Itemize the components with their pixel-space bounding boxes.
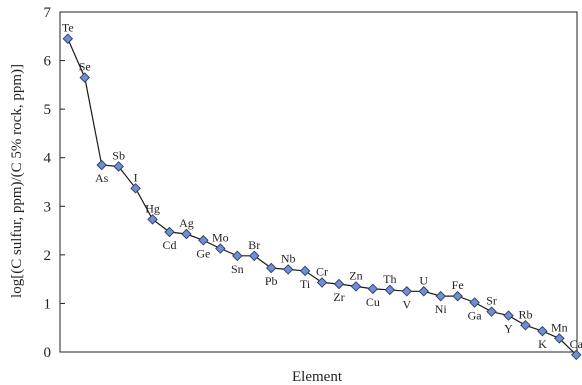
point-label-te: Te	[62, 21, 74, 35]
data-point-te	[62, 33, 74, 44]
data-point-v	[401, 286, 413, 297]
point-label-sr: Sr	[486, 294, 497, 308]
data-point-ga	[469, 297, 480, 308]
series-line	[67, 38, 577, 356]
point-label-pb: Pb	[265, 274, 278, 288]
point-label-ti: Ti	[300, 277, 311, 291]
data-point-k	[537, 325, 548, 337]
y-tick-label: 5	[44, 102, 52, 118]
point-label-ge: Ge	[196, 246, 210, 260]
point-label-br: Br	[248, 238, 260, 252]
data-point-sn	[232, 250, 243, 262]
point-label-cd: Cd	[162, 238, 176, 252]
point-label-cr: Cr	[316, 265, 328, 279]
y-axis-title: log[(C sulfur, ppm)/(C 5% rock, ppm)]	[9, 64, 25, 298]
data-point-ni	[435, 290, 446, 302]
data-point-hg	[147, 214, 158, 225]
point-label-rb: Rb	[518, 307, 532, 321]
point-label-u: U	[419, 273, 428, 287]
y-tick-label: 4	[44, 151, 52, 167]
data-point-as	[96, 159, 107, 171]
plot-frame	[59, 11, 578, 353]
data-point-zn	[350, 281, 362, 292]
data-point-fe	[452, 290, 463, 302]
x-axis-title: Element	[292, 369, 343, 385]
y-tick-label: 1	[44, 296, 52, 312]
data-point-sr	[486, 306, 497, 317]
data-point-br	[249, 250, 260, 262]
data-point-ca	[571, 349, 582, 361]
point-label-th: Th	[383, 272, 396, 286]
data-point-cd	[164, 226, 175, 238]
point-label-ca: Ca	[570, 337, 582, 351]
point-label-ag: Ag	[179, 216, 194, 230]
data-point-mn	[554, 333, 565, 344]
y-tick-label: 2	[44, 248, 52, 264]
data-point-cu	[367, 283, 379, 295]
point-label-mn: Mn	[551, 320, 568, 334]
data-point-mo	[215, 243, 226, 254]
point-label-zn: Zn	[349, 268, 362, 282]
data-point-y	[503, 310, 514, 321]
data-point-zr	[333, 278, 345, 290]
point-label-y: Y	[504, 322, 513, 336]
point-label-fe: Fe	[452, 278, 464, 292]
point-label-ni: Ni	[435, 302, 448, 316]
data-point-ag	[181, 228, 192, 240]
y-tick-label: 0	[44, 345, 52, 361]
data-point-rb	[520, 320, 531, 331]
data-point-i	[130, 183, 141, 194]
data-point-cr	[316, 277, 328, 288]
data-point-sb	[113, 161, 124, 172]
data-point-th	[384, 284, 396, 296]
point-label-nb: Nb	[281, 251, 296, 265]
point-label-i: I	[134, 170, 138, 184]
data-point-se	[79, 72, 90, 83]
y-tick-label: 7	[44, 5, 52, 21]
point-label-cu: Cu	[366, 295, 380, 309]
data-point-u	[418, 286, 429, 297]
point-label-v: V	[402, 297, 411, 311]
point-label-sb: Sb	[112, 148, 125, 162]
point-label-zr: Zr	[333, 290, 344, 304]
point-label-as: As	[95, 171, 109, 185]
data-point-ti	[299, 265, 311, 277]
point-label-k: K	[538, 337, 547, 351]
point-label-sn: Sn	[231, 262, 244, 276]
data-point-ge	[198, 235, 209, 246]
point-label-hg: Hg	[145, 201, 160, 215]
point-label-mo: Mo	[212, 231, 229, 245]
point-label-se: Se	[79, 60, 91, 74]
data-point-pb	[265, 262, 277, 274]
data-point-nb	[282, 264, 294, 275]
y-tick-label: 6	[44, 54, 52, 70]
point-label-ga: Ga	[468, 308, 483, 322]
y-tick-label: 3	[44, 199, 52, 215]
